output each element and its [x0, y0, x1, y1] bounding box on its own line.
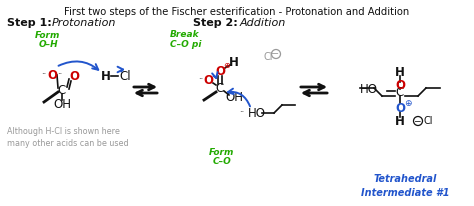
Text: Tetrahedral
Intermediate #1: Tetrahedral Intermediate #1 [361, 174, 449, 198]
Text: O: O [69, 69, 79, 82]
Text: O–H: O–H [38, 40, 58, 49]
Text: C–O: C–O [213, 157, 231, 166]
Text: ··: ·· [199, 76, 204, 84]
Text: C: C [396, 85, 404, 98]
Text: Protonation: Protonation [52, 18, 117, 28]
Text: Step 1:: Step 1: [7, 18, 52, 28]
Text: Cl: Cl [424, 116, 434, 126]
Text: −: − [271, 49, 279, 59]
Text: Form: Form [35, 31, 61, 40]
Text: Break: Break [170, 30, 200, 39]
Text: H: H [395, 66, 405, 78]
Text: HO: HO [360, 82, 378, 96]
Text: First two steps of the Fischer esterification - Protonation and Addition: First two steps of the Fischer esterific… [64, 7, 410, 17]
Text: OH: OH [225, 90, 243, 103]
Text: Cl: Cl [119, 69, 131, 82]
Text: C: C [216, 82, 224, 95]
Text: H: H [395, 115, 405, 128]
Text: O: O [203, 74, 213, 87]
Text: Step 2:: Step 2: [193, 18, 238, 28]
Text: Cl: Cl [263, 52, 273, 62]
Text: H: H [229, 55, 239, 69]
Text: O: O [395, 102, 405, 115]
Text: Addition: Addition [240, 18, 286, 28]
Text: ··: ·· [57, 70, 63, 80]
Text: HO: HO [248, 107, 266, 119]
Text: Form: Form [210, 148, 235, 157]
Text: ··: ·· [41, 70, 46, 80]
Text: O: O [395, 78, 405, 91]
Text: O: O [47, 69, 57, 82]
Text: ⊕: ⊕ [404, 98, 412, 108]
Text: ⊕: ⊕ [224, 61, 230, 69]
Text: ··: ·· [239, 109, 245, 117]
Text: O: O [215, 64, 225, 77]
Text: Although H-Cl is shown here
many other acids can be used: Although H-Cl is shown here many other a… [7, 127, 128, 149]
Text: OH: OH [53, 97, 71, 110]
Text: C: C [58, 83, 66, 96]
Text: −: − [413, 117, 421, 125]
Text: H: H [101, 69, 111, 82]
Text: C–O pi: C–O pi [170, 40, 201, 49]
